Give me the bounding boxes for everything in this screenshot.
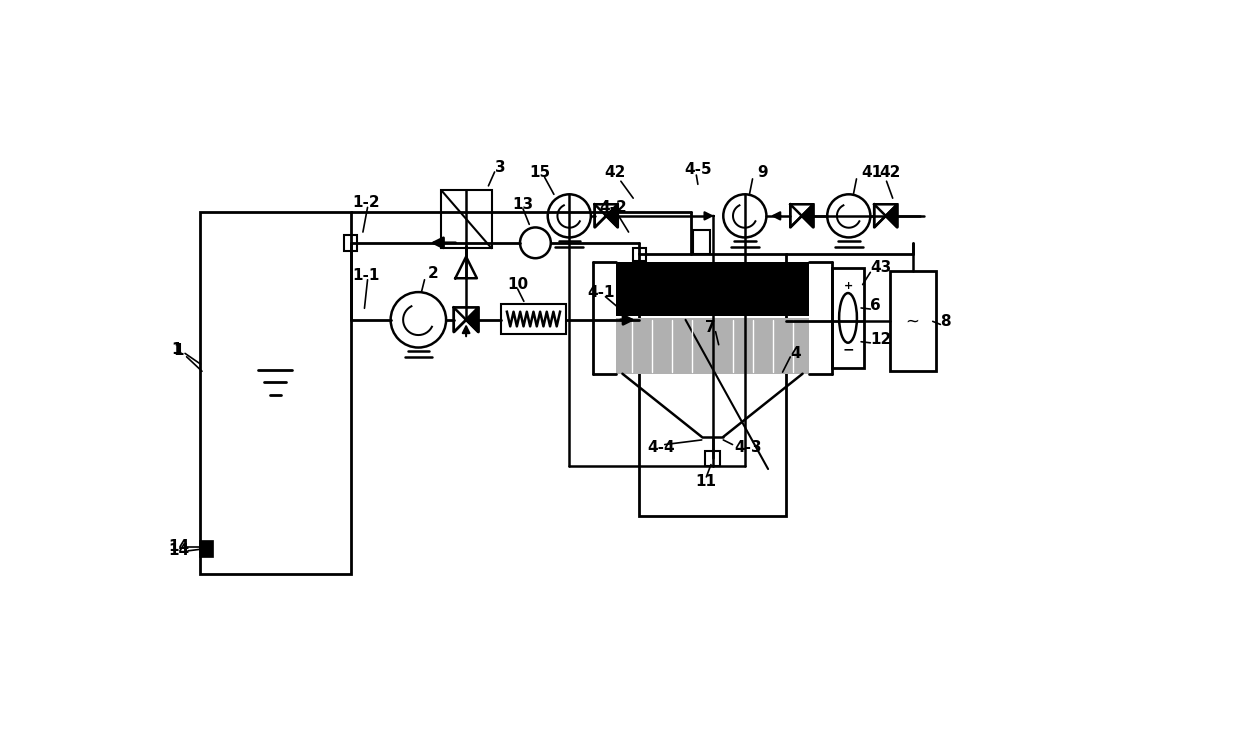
Bar: [198, 540, 213, 557]
Text: 4-5: 4-5: [684, 162, 712, 177]
Bar: [441, 191, 491, 248]
Text: 14: 14: [169, 544, 190, 558]
Polygon shape: [454, 307, 479, 332]
Text: 7: 7: [704, 319, 715, 334]
Text: 4-4: 4-4: [647, 441, 675, 455]
Text: 13: 13: [512, 197, 533, 212]
Text: 6: 6: [870, 298, 882, 313]
Circle shape: [723, 194, 766, 237]
Circle shape: [391, 292, 446, 348]
Polygon shape: [874, 204, 898, 227]
Polygon shape: [595, 204, 618, 227]
Circle shape: [548, 194, 590, 237]
Text: 9: 9: [758, 165, 768, 180]
Bar: [345, 235, 357, 251]
Bar: [501, 304, 567, 334]
Bar: [704, 451, 720, 466]
Text: 10: 10: [507, 277, 528, 292]
Text: ~: ~: [905, 312, 920, 331]
Text: 3: 3: [495, 160, 505, 175]
Text: +: +: [843, 281, 853, 291]
Bar: [832, 268, 864, 367]
Text: 2: 2: [428, 266, 439, 281]
Text: 1-2: 1-2: [352, 195, 379, 210]
Text: 14: 14: [169, 539, 190, 554]
Text: 1: 1: [171, 342, 182, 357]
Text: 5: 5: [704, 264, 715, 279]
Text: 43: 43: [870, 261, 892, 276]
Text: 8: 8: [940, 314, 951, 329]
Text: −: −: [842, 343, 854, 357]
Text: 4: 4: [790, 346, 801, 361]
Ellipse shape: [839, 293, 857, 343]
Polygon shape: [790, 204, 813, 227]
Polygon shape: [454, 307, 479, 332]
Bar: [889, 271, 936, 371]
Circle shape: [827, 194, 870, 237]
Bar: [640, 255, 786, 516]
Text: 12: 12: [870, 332, 892, 347]
Circle shape: [520, 227, 551, 258]
Text: 4-1: 4-1: [587, 285, 615, 300]
Bar: [693, 230, 711, 255]
Text: 4-2: 4-2: [599, 200, 627, 215]
Bar: [616, 262, 808, 316]
Polygon shape: [595, 204, 618, 227]
Text: 1-1: 1-1: [352, 267, 379, 282]
Bar: [634, 248, 646, 261]
Text: 42: 42: [604, 165, 625, 180]
Text: 4-3: 4-3: [734, 441, 761, 455]
Polygon shape: [874, 204, 898, 227]
Text: 1: 1: [174, 343, 184, 358]
Text: 15: 15: [529, 165, 551, 180]
Text: 41: 41: [861, 165, 882, 180]
Bar: [201, 212, 351, 574]
Text: 42: 42: [879, 165, 900, 180]
Polygon shape: [790, 204, 813, 227]
Text: 11: 11: [696, 474, 717, 489]
Bar: [616, 318, 808, 373]
